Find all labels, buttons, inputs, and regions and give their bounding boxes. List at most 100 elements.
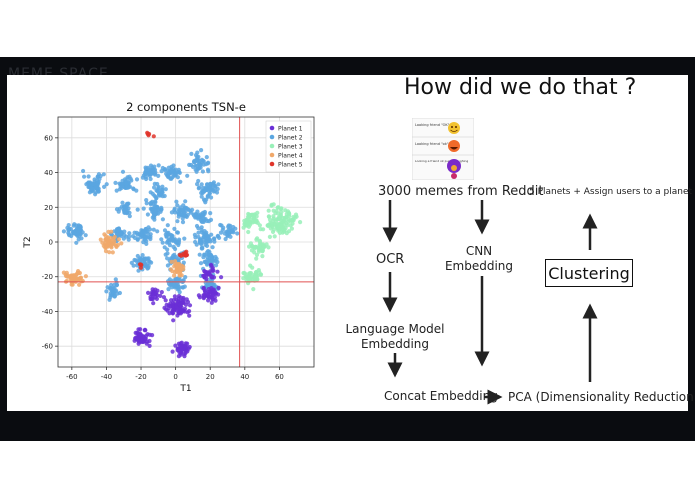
scatter-point — [147, 131, 152, 137]
scatter-point — [202, 273, 207, 278]
scatter-point — [197, 252, 202, 257]
cnn-line-2: Embedding — [444, 259, 514, 273]
scatter-point — [246, 272, 251, 277]
scatter-point — [120, 178, 125, 183]
scatter-point — [155, 229, 160, 234]
scatter-point — [177, 350, 182, 355]
scatter-point — [104, 182, 109, 187]
scatter-point — [172, 226, 177, 231]
scatter-point — [289, 226, 294, 231]
legend-entry: Planet 2 — [278, 135, 303, 142]
scatter-point — [243, 223, 248, 228]
scatter-point — [177, 290, 182, 295]
scatter-point — [204, 262, 210, 267]
scatter-point — [171, 244, 176, 249]
scatter-point — [189, 151, 194, 156]
scatter-point — [211, 183, 217, 188]
scatter-point — [196, 230, 201, 235]
scatter-point — [165, 256, 170, 261]
scatter-point — [114, 207, 120, 212]
scatter-point — [156, 207, 161, 212]
scatter-point — [82, 174, 87, 179]
scatter-point — [286, 229, 292, 234]
scatter-point — [176, 310, 181, 316]
scatter-point — [131, 263, 136, 268]
legend-entry: Planet 3 — [278, 144, 303, 151]
cnn-line-1: CNN — [465, 244, 493, 258]
scatter-point — [175, 284, 180, 289]
scatter-point — [205, 182, 210, 187]
x-tick-label: -20 — [135, 373, 146, 381]
scatter-point — [257, 239, 262, 244]
scatter-point — [173, 172, 178, 177]
scatter-point — [66, 223, 71, 228]
memes-source-label: 3000 memes from Reddit — [378, 184, 544, 199]
scatter-point — [251, 287, 256, 292]
scatter-point — [83, 274, 88, 279]
scatter-point — [135, 207, 140, 212]
scatter-point — [160, 184, 165, 189]
meme-caption-3: Looking a friend ok purple laughing — [415, 159, 468, 163]
scatter-point — [159, 290, 164, 295]
scatter-point — [114, 244, 119, 249]
scatter-point — [156, 211, 161, 216]
scatter-point — [151, 134, 156, 139]
scatter-point — [267, 234, 272, 239]
scatter-point — [151, 201, 156, 206]
scatter-point — [252, 250, 257, 255]
scatter-point — [173, 343, 178, 348]
scatter-point — [176, 261, 181, 267]
scatter-point — [197, 185, 202, 190]
scatter-point — [170, 349, 175, 354]
scatter-point — [134, 188, 139, 193]
scatter-point — [206, 282, 211, 287]
scatter-point — [165, 251, 170, 256]
scatter-point — [176, 296, 181, 301]
scatter-point — [174, 276, 179, 282]
scatter-point — [124, 211, 129, 216]
scatter-point — [194, 157, 199, 162]
scatter-point — [182, 354, 187, 359]
scatter-point — [203, 269, 208, 274]
scatter-point — [111, 286, 116, 291]
scatter-point — [258, 227, 263, 232]
scatter-point — [269, 202, 274, 207]
scatter-point — [198, 261, 204, 266]
scatter-point — [169, 210, 174, 215]
scatter-point — [209, 195, 214, 200]
scatter-point — [147, 343, 152, 348]
scatter-point — [134, 177, 140, 182]
scatter-point — [137, 332, 143, 337]
scatter-point — [204, 155, 209, 160]
lm-line-1: Language Model — [345, 322, 445, 336]
scatter-point — [151, 167, 156, 172]
scatter-point — [185, 349, 190, 354]
scatter-point — [206, 219, 212, 224]
scatter-point — [176, 307, 181, 312]
scatter-point — [102, 232, 107, 237]
scatter-point — [177, 273, 182, 278]
scatter-point — [162, 228, 168, 233]
scatter-point — [272, 234, 277, 239]
legend-marker — [269, 143, 275, 149]
scatter-point — [273, 211, 278, 216]
legend-marker — [269, 161, 275, 167]
scatter-point — [257, 243, 262, 248]
scatter-point — [150, 206, 155, 211]
scatter-point — [133, 258, 138, 263]
scatter-point — [210, 245, 215, 250]
legend-marker — [269, 134, 275, 140]
scatter-point — [287, 212, 292, 217]
scatter-point — [180, 216, 185, 221]
scatter-point — [109, 282, 114, 288]
scatter-point — [119, 204, 124, 209]
scatter-point — [135, 237, 140, 242]
scatter-point — [171, 318, 176, 323]
scatter-point — [140, 175, 145, 180]
y-tick-label: 60 — [44, 134, 53, 142]
scatter-point — [149, 260, 154, 265]
scatter-point — [144, 241, 149, 246]
scatter-point — [148, 236, 153, 242]
scatter-point — [199, 218, 204, 224]
scatter-point — [175, 219, 180, 224]
